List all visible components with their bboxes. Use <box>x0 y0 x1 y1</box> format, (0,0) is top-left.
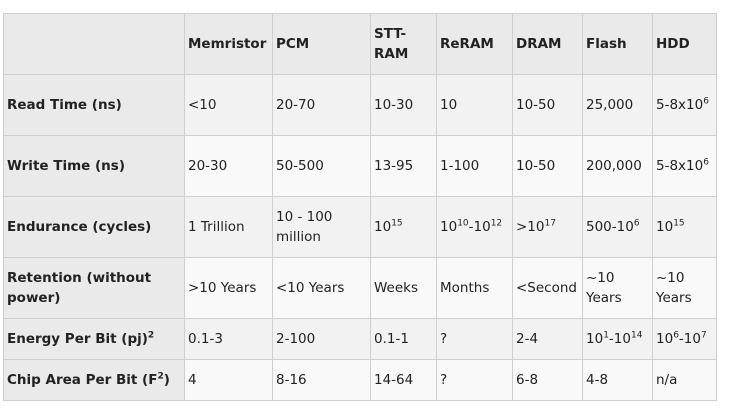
table-cell: Months <box>436 257 513 319</box>
table-cell: 20-70 <box>272 74 371 136</box>
row-header: Write Time (ns) <box>3 135 185 197</box>
table-cell: 2-100 <box>272 318 371 360</box>
table-cell: 1010-1012 <box>436 196 513 258</box>
header-cell <box>3 13 185 75</box>
table-row: Retention (without power) >10 Years <10 … <box>3 257 717 319</box>
table-cell: 10 <box>436 74 513 136</box>
table-cell: 50-500 <box>272 135 371 197</box>
header-cell: ReRAM <box>436 13 513 75</box>
table-cell: <10 <box>184 74 273 136</box>
table-cell: 0.1-3 <box>184 318 273 360</box>
table-cell: 14-64 <box>370 359 437 401</box>
table-cell: 25,000 <box>582 74 653 136</box>
table-cell: 0.1-1 <box>370 318 437 360</box>
table-cell: 8-16 <box>272 359 371 401</box>
table-cell: 10-50 <box>512 74 583 136</box>
table-cell: ? <box>436 359 513 401</box>
table-cell: 101-1014 <box>582 318 653 360</box>
table-cell: >10 Years <box>184 257 273 319</box>
table-cell: 500-106 <box>582 196 653 258</box>
table-cell: 20-30 <box>184 135 273 197</box>
table-cell: 1 Trillion <box>184 196 273 258</box>
header-cell: DRAM <box>512 13 583 75</box>
table-cell: 10 - 100 million <box>272 196 371 258</box>
header-cell: Flash <box>582 13 653 75</box>
header-cell: PCM <box>272 13 371 75</box>
comparison-table: Memristor PCM STT-RAM ReRAM DRAM Flash H… <box>3 13 717 401</box>
row-header: Chip Area Per Bit (F2) <box>3 359 185 401</box>
row-header: Retention (without power) <box>3 257 185 319</box>
header-cell: STT-RAM <box>370 13 437 75</box>
table-cell: >1017 <box>512 196 583 258</box>
row-header: Endurance (cycles) <box>3 196 185 258</box>
table-cell: n/a <box>652 359 717 401</box>
table-cell: ? <box>436 318 513 360</box>
table-cell: 4 <box>184 359 273 401</box>
table-cell: 13-95 <box>370 135 437 197</box>
table-cell: 1-100 <box>436 135 513 197</box>
table-cell: Weeks <box>370 257 437 319</box>
table-cell: 5-8x106 <box>652 74 717 136</box>
table-row: Read Time (ns) <10 20-70 10-30 10 10-50 … <box>3 74 717 136</box>
header-cell: HDD <box>652 13 717 75</box>
table-cell: 2-4 <box>512 318 583 360</box>
table-cell: 6-8 <box>512 359 583 401</box>
table-cell: 10-50 <box>512 135 583 197</box>
table-row: Write Time (ns) 20-30 50-500 13-95 1-100… <box>3 135 717 197</box>
table-cell: 200,000 <box>582 135 653 197</box>
table-cell: 1015 <box>370 196 437 258</box>
header-cell: Memristor <box>184 13 273 75</box>
row-header: Read Time (ns) <box>3 74 185 136</box>
table-cell: <Second <box>512 257 583 319</box>
table-cell: 5-8x106 <box>652 135 717 197</box>
table-row: Endurance (cycles) 1 Trillion 10 - 100 m… <box>3 196 717 258</box>
table-cell: ~10 Years <box>582 257 653 319</box>
table-cell: 10-30 <box>370 74 437 136</box>
row-header: Energy Per Bit (pj)2 <box>3 318 185 360</box>
table-row: Chip Area Per Bit (F2) 4 8-16 14-64 ? 6-… <box>3 359 717 401</box>
table-cell: 106-107 <box>652 318 717 360</box>
table-row: Energy Per Bit (pj)2 0.1-3 2-100 0.1-1 ?… <box>3 318 717 360</box>
table-cell: 1015 <box>652 196 717 258</box>
table-cell: 4-8 <box>582 359 653 401</box>
table-cell: ~10 Years <box>652 257 717 319</box>
table-cell: <10 Years <box>272 257 371 319</box>
header-row: Memristor PCM STT-RAM ReRAM DRAM Flash H… <box>3 13 717 75</box>
